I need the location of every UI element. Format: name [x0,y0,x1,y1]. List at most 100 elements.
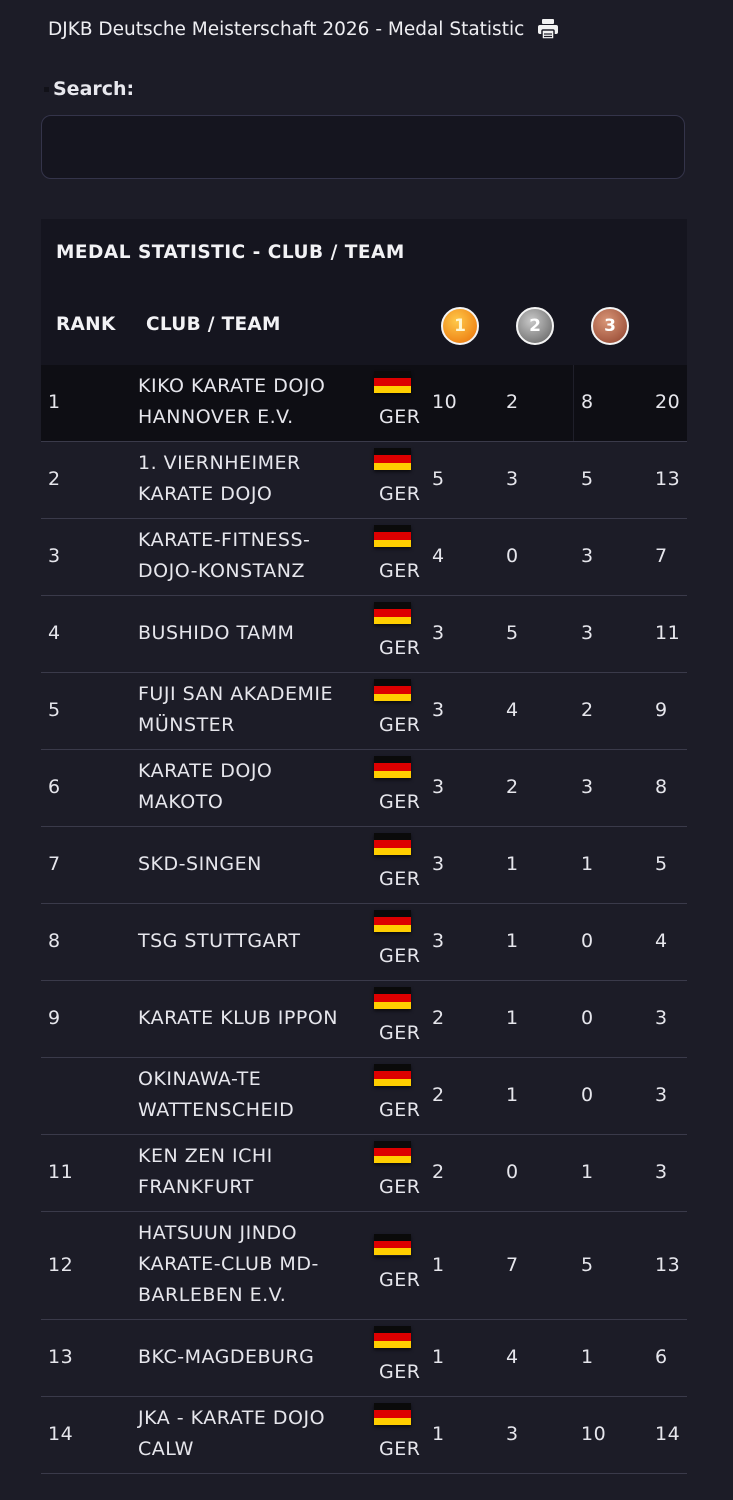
club-name-line: MÜNSTER [138,714,235,736]
bronze-count: 3 [581,776,594,798]
club-name: SKD-SINGEN [138,849,363,880]
silver-medal-icon[interactable]: 2 [516,307,554,345]
page-header: DJKB Deutsche Meisterschaft 2026 - Medal… [48,15,560,43]
germany-flag-icon [374,756,411,778]
club-name: KARATE KLUB IPPON [138,1003,363,1034]
country-code: GER [379,714,421,736]
gold-count: 10 [432,391,458,413]
table-row[interactable]: OKINAWA-TE WATTENSCHEID GER 2 1 0 3 [41,1058,687,1135]
club-name: KIKO KARATE DOJO HANNOVER E.V. [138,371,363,433]
club-name-line: SKD-SINGEN [138,852,262,875]
table-row[interactable]: 2 1. VIERNHEIMER KARATE DOJO GER 5 3 5 13 [41,442,687,519]
gold-count: 2 [432,1161,445,1183]
club-name: HATSUUN JINDO KARATE-CLUB MD- BARLEBEN E.V… [138,1218,363,1311]
table-row[interactable]: 1 KIKO KARATE DOJO HANNOVER E.V. GER 10 2 8 20 [41,365,687,442]
silver-count: 1 [506,853,519,875]
club-name-line: MAKOTO [138,791,224,813]
country-code: GER [379,1268,421,1291]
rank-header[interactable]: RANK [56,314,116,335]
club-name-line: TSG STUTTGART [138,929,301,952]
germany-flag-icon [374,1403,411,1425]
gold-count: 3 [432,930,445,952]
country-code: GER [379,1361,421,1383]
bronze-medal-icon[interactable]: 3 [591,307,629,345]
club-name: BKC-MAGDEBURG [138,1342,363,1373]
bronze-count: 3 [581,545,594,567]
silver-count: 3 [506,1423,519,1445]
rank-cell: 7 [48,853,61,875]
silver-count: 5 [506,622,519,644]
total-count: 5 [655,853,668,875]
table-row[interactable]: 9 KARATE KLUB IPPON GER 2 1 0 3 [41,981,687,1058]
page-title: DJKB Deutsche Meisterschaft 2026 - Medal… [48,18,525,40]
print-icon[interactable] [536,17,560,41]
table-row[interactable]: 11 KEN ZEN ICHI FRANKFURT GER 2 0 1 3 [41,1135,687,1212]
rank-cell: 14 [48,1423,74,1445]
silver-count: 0 [506,545,519,567]
total-count: 3 [655,1161,668,1183]
germany-flag-icon [374,448,411,470]
club-name-line: KARATE DOJO [138,760,273,782]
club-name-line: HANNOVER E.V. [138,406,294,428]
search-label: Search: [44,78,134,100]
total-count: 4 [655,930,668,952]
search-input[interactable] [41,115,685,179]
club-name-line: KARATE-FITNESS- [138,529,311,551]
gold-count: 3 [432,699,445,721]
club-name: 1. VIERNHEIMER KARATE DOJO [138,448,363,510]
country-code: GER [379,1176,421,1198]
table-row[interactable]: 13 BKC-MAGDEBURG GER 1 4 1 6 [41,1320,687,1397]
rank-cell: 5 [48,699,61,721]
club-name-line: OKINAWA-TE [138,1068,262,1090]
medal-table: MEDAL STATISTIC - CLUB / TEAM RANK CLUB … [41,219,687,1474]
bronze-count: 5 [581,468,594,490]
table-row[interactable]: 4 BUSHIDO TAMM GER 3 5 3 11 [41,596,687,673]
rank-cell: 4 [48,622,61,644]
club-name: KARATE-FITNESS- DOJO-KONSTANZ [138,525,363,587]
table-row[interactable]: 3 KARATE-FITNESS- DOJO-KONSTANZ GER 4 0 3 7 [41,519,687,596]
gold-count: 1 [432,1346,445,1368]
silver-count: 2 [506,776,519,798]
club-name-line: BKC-MAGDEBURG [138,1345,315,1368]
germany-flag-icon [374,987,411,1009]
bullet-icon [44,86,49,92]
country-code: GER [379,406,421,428]
rank-cell: 8 [48,930,61,952]
rank-cell: 13 [48,1346,74,1368]
club-name-line: KARATE-CLUB MD- [138,1253,319,1275]
country-code: GER [379,483,421,505]
table-row[interactable]: 5 FUJI SAN AKADEMIE MÜNSTER GER 3 4 2 9 [41,673,687,750]
country-code: GER [379,637,421,659]
table-header: MEDAL STATISTIC - CLUB / TEAM RANK CLUB … [41,219,687,365]
total-count: 20 [655,391,681,413]
rank-cell: 2 [48,468,61,490]
country-code: GER [379,1099,421,1121]
club-name-line: BARLEBEN E.V. [138,1284,287,1306]
total-count: 14 [655,1423,681,1445]
club-name-line: FRANKFURT [138,1176,254,1198]
silver-count: 1 [506,930,519,952]
total-count: 13 [655,1253,681,1276]
country-code: GER [379,868,421,890]
gold-medal-icon[interactable]: 1 [441,307,479,345]
total-count: 13 [655,468,681,490]
table-row[interactable]: 14 JKA - KARATE DOJO CALW GER 1 3 10 14 [41,1397,687,1474]
club-name: KARATE DOJO MAKOTO [138,756,363,818]
table-row[interactable]: 7 SKD-SINGEN GER 3 1 1 5 [41,827,687,904]
table-body: 1 KIKO KARATE DOJO HANNOVER E.V. GER 10 2 8 20 2… [41,365,687,1474]
silver-count: 3 [506,468,519,490]
table-title: MEDAL STATISTIC - CLUB / TEAM [56,242,405,263]
germany-flag-icon [374,371,411,393]
table-row[interactable]: 12 HATSUUN JINDO KARATE-CLUB MD- BARLEBEN E… [41,1212,687,1320]
club-name-line: DOJO-KONSTANZ [138,560,306,582]
table-row[interactable]: 6 KARATE DOJO MAKOTO GER 3 2 3 8 [41,750,687,827]
country-code: GER [379,560,421,582]
bronze-count: 8 [581,391,594,413]
table-row[interactable]: 8 TSG STUTTGART GER 3 1 0 4 [41,904,687,981]
bronze-count: 2 [581,699,594,721]
rank-cell: 3 [48,545,61,567]
bronze-count: 0 [581,930,594,952]
total-count: 9 [655,699,668,721]
club-header[interactable]: CLUB / TEAM [146,314,281,335]
club-name-line: FUJI SAN AKADEMIE [138,683,334,705]
